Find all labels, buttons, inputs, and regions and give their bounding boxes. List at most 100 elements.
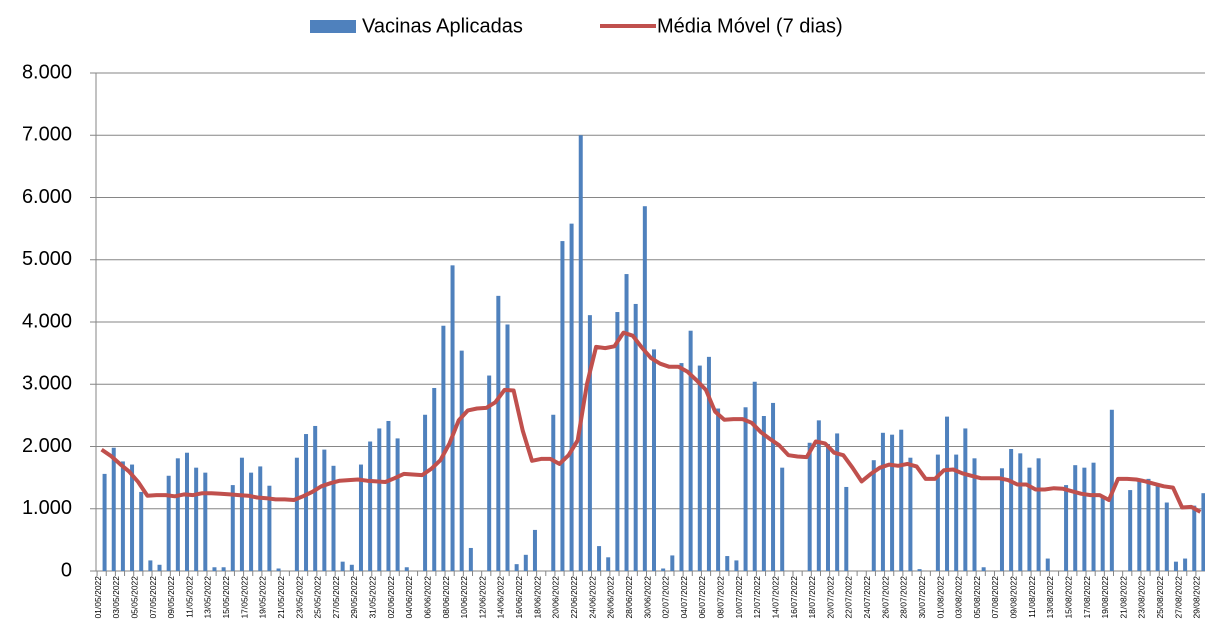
bar bbox=[880, 432, 885, 571]
x-tick-label: 23/08/2022 bbox=[1137, 576, 1147, 619]
bar bbox=[267, 485, 272, 571]
bar bbox=[1173, 561, 1178, 571]
bar bbox=[1045, 558, 1050, 571]
x-tick-label: 29/05/2022 bbox=[349, 576, 359, 619]
y-tick-label: 0 bbox=[61, 559, 72, 581]
bar bbox=[423, 414, 428, 571]
bar bbox=[624, 274, 629, 571]
bar bbox=[597, 546, 602, 571]
bar bbox=[1064, 485, 1069, 571]
x-tick-label: 25/08/2022 bbox=[1155, 576, 1165, 619]
bar bbox=[432, 387, 437, 571]
x-tick-label: 11/05/2022 bbox=[184, 576, 194, 618]
bar bbox=[999, 468, 1004, 571]
bar bbox=[294, 457, 299, 571]
bar bbox=[825, 444, 830, 571]
x-tick-label: 06/06/2022 bbox=[422, 576, 432, 619]
bar bbox=[322, 449, 327, 571]
x-tick-label: 19/08/2022 bbox=[1100, 576, 1110, 619]
bar bbox=[331, 465, 336, 571]
bar bbox=[761, 415, 766, 571]
bar bbox=[679, 363, 684, 571]
bar bbox=[139, 491, 144, 571]
bar bbox=[1036, 458, 1041, 571]
bar bbox=[358, 464, 363, 571]
bar bbox=[203, 472, 208, 571]
bar bbox=[771, 402, 776, 571]
bar bbox=[945, 416, 950, 571]
bar bbox=[304, 434, 309, 571]
bar bbox=[1192, 505, 1197, 571]
x-tick-label: 18/06/2022 bbox=[532, 576, 542, 619]
bar bbox=[633, 303, 638, 571]
bar bbox=[395, 438, 400, 571]
bar bbox=[130, 464, 135, 571]
x-tick-label: 27/08/2022 bbox=[1173, 576, 1183, 619]
x-tick-label: 15/05/2022 bbox=[221, 576, 231, 619]
x-tick-label: 01/05/2022 bbox=[93, 576, 103, 619]
bar bbox=[752, 381, 757, 571]
x-tick-label: 05/08/2022 bbox=[972, 576, 982, 619]
bar bbox=[148, 560, 153, 571]
x-tick-label: 30/06/2022 bbox=[642, 576, 652, 619]
bar bbox=[688, 330, 693, 571]
bar bbox=[578, 135, 583, 571]
bar bbox=[194, 467, 199, 571]
x-tick-label: 04/06/2022 bbox=[404, 576, 414, 619]
bar bbox=[1183, 558, 1188, 571]
x-tick-label: 20/06/2022 bbox=[551, 576, 561, 619]
y-tick-label: 2.000 bbox=[22, 435, 72, 457]
bar bbox=[807, 442, 812, 571]
bar bbox=[1201, 493, 1205, 571]
x-tick-label: 07/05/2022 bbox=[148, 576, 158, 619]
x-tick-label: 14/07/2022 bbox=[770, 576, 780, 619]
bar bbox=[441, 325, 446, 571]
x-tick-label: 26/06/2022 bbox=[606, 576, 616, 619]
bar bbox=[184, 452, 189, 571]
bar bbox=[606, 557, 611, 571]
x-tick-label: 07/08/2022 bbox=[990, 576, 1000, 619]
bar bbox=[917, 569, 922, 571]
bar bbox=[468, 547, 473, 571]
bar bbox=[212, 567, 217, 571]
moving-average-line bbox=[100, 330, 1202, 514]
bar bbox=[734, 560, 739, 571]
bar bbox=[313, 425, 318, 571]
x-tick-label: 04/07/2022 bbox=[679, 576, 689, 619]
bar bbox=[368, 441, 373, 571]
bar bbox=[175, 458, 180, 571]
bar bbox=[1137, 480, 1142, 571]
bar bbox=[340, 561, 345, 571]
bar bbox=[1164, 502, 1169, 571]
y-tick-label: 5.000 bbox=[22, 248, 72, 270]
bar bbox=[844, 486, 849, 571]
x-tick-label: 31/05/2022 bbox=[368, 576, 378, 619]
x-tick-label: 28/06/2022 bbox=[624, 576, 634, 619]
x-tick-label: 25/05/2022 bbox=[313, 576, 323, 619]
bar bbox=[349, 564, 354, 571]
bar bbox=[725, 556, 730, 571]
legend-label: Vacinas Aplicadas bbox=[362, 15, 523, 37]
bar bbox=[459, 350, 464, 571]
bar bbox=[706, 356, 711, 571]
x-tick-label: 28/07/2022 bbox=[899, 576, 909, 619]
bar bbox=[780, 467, 785, 571]
bar bbox=[1091, 462, 1096, 571]
y-tick-label: 3.000 bbox=[22, 373, 72, 395]
x-tick-label: 27/05/2022 bbox=[331, 576, 341, 619]
x-tick-label: 22/06/2022 bbox=[569, 576, 579, 619]
bar bbox=[908, 457, 913, 571]
x-tick-label: 09/05/2022 bbox=[166, 576, 176, 619]
bar bbox=[487, 375, 492, 571]
bar bbox=[642, 206, 647, 571]
x-tick-label: 29/08/2022 bbox=[1192, 576, 1202, 619]
bar bbox=[816, 420, 821, 571]
x-tick-label: 08/06/2022 bbox=[441, 576, 451, 619]
bar bbox=[1082, 467, 1087, 571]
bar bbox=[1027, 467, 1032, 571]
bar bbox=[496, 295, 501, 571]
x-tick-label: 01/08/2022 bbox=[935, 576, 945, 619]
x-tick-label: 11/08/2022 bbox=[1027, 576, 1037, 618]
x-tick-label: 10/07/2022 bbox=[734, 576, 744, 619]
y-tick-label: 1.000 bbox=[22, 497, 72, 519]
